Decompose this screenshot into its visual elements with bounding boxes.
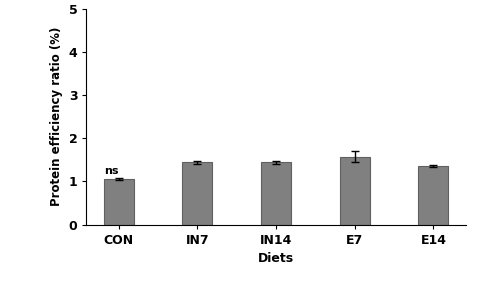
Bar <box>261 162 291 225</box>
Bar <box>182 162 212 225</box>
Text: ns: ns <box>104 166 118 176</box>
Bar <box>340 157 370 225</box>
Bar <box>104 179 133 225</box>
Y-axis label: Protein efficiency ratio (%): Protein efficiency ratio (%) <box>50 27 63 206</box>
Bar <box>419 166 448 225</box>
X-axis label: Diets: Diets <box>258 252 294 265</box>
